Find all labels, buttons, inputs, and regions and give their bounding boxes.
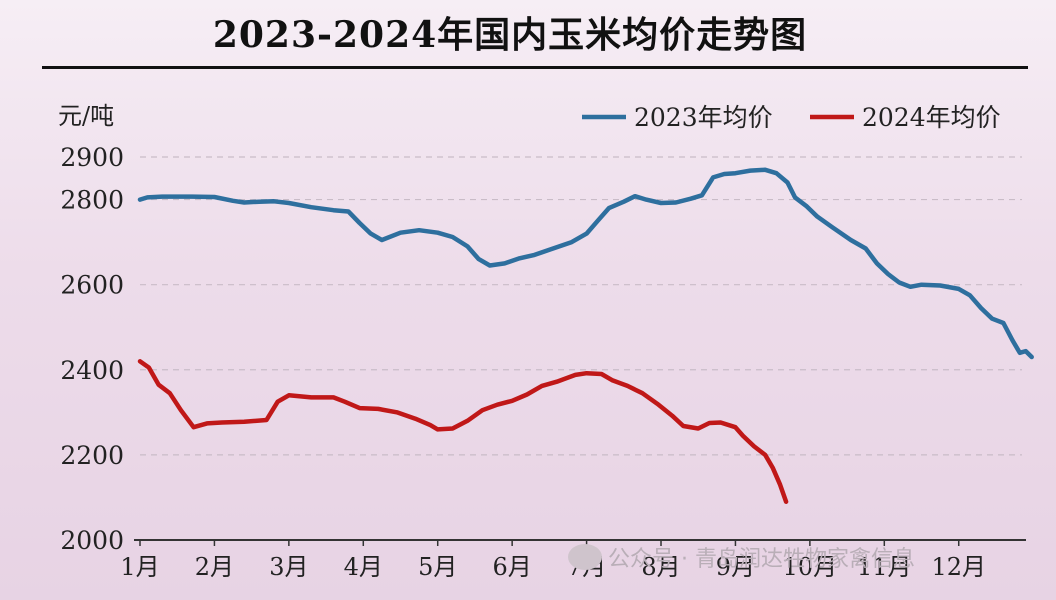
x-tick-label: 5月 [418,553,457,581]
y-tick-label: 2400 [60,356,124,385]
y-axis-label: 元/吨 [58,102,114,130]
legend-label: 2023年均价 [634,103,773,132]
x-tick-label: 11月 [857,553,912,581]
legend-label: 2024年均价 [862,103,1001,132]
x-tick-label: 12月 [931,553,986,581]
chart-title: 2023-2024年国内玉米均价走势图 [212,14,808,56]
y-tick-label: 2900 [60,143,124,172]
series-line-2 [137,359,789,504]
wechat-icon [568,544,602,570]
y-tick-label: 2800 [60,186,124,215]
x-axis: 1月2月3月4月5月6月7月8月9月10月11月12月 [120,539,1026,581]
x-tick-label: 10月 [783,553,838,581]
x-tick-label: 3月 [269,553,308,581]
series-lines [137,167,1034,504]
y-axis: 元/吨 2000 2200 2400 2600 2800 2900 [58,102,124,555]
x-tick-label: 1月 [120,553,159,581]
x-tick-label: 4月 [344,553,383,581]
grid-lines [140,156,1022,456]
y-tick-label: 2600 [60,271,124,300]
y-tick-label: 2000 [60,526,124,555]
y-tick-label: 2200 [60,441,124,470]
x-tick-label: 9月 [716,553,755,581]
watermark: 公众号 · 青岛润达牲物家禽信息 [568,541,915,573]
x-tick-label: 6月 [493,553,532,581]
series-line-1 [137,167,1034,360]
watermark-text: 公众号 · 青岛润达牲物家禽信息 [608,547,915,572]
legend: 2023年均价 2024年均价 [582,103,1001,132]
x-tick-label: 2月 [195,553,234,581]
x-tick-label: 8月 [641,553,680,581]
title-rule [42,66,1028,69]
